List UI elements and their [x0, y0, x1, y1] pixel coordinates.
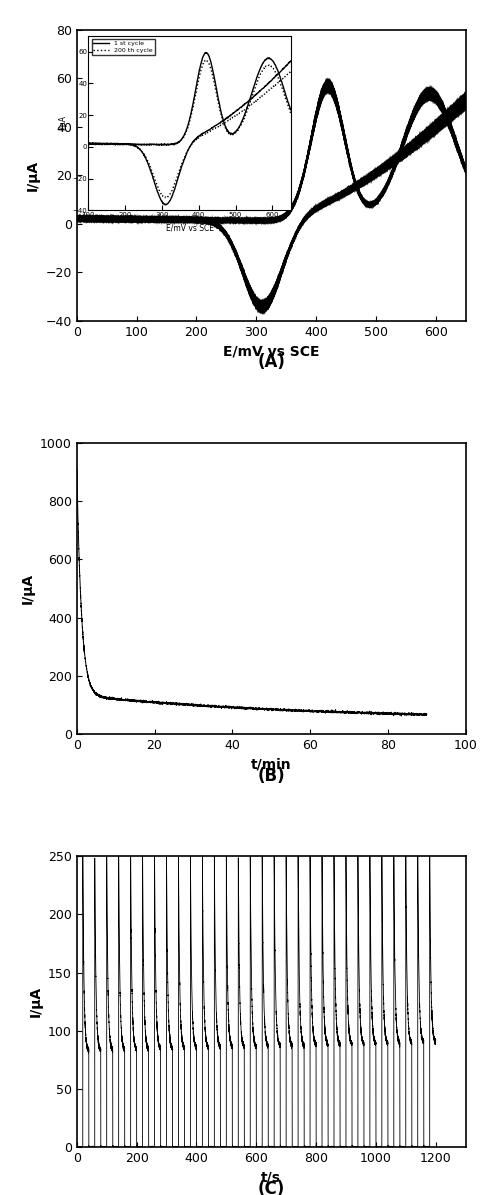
X-axis label: t/s: t/s [261, 1171, 281, 1184]
Y-axis label: I/μA: I/μA [28, 986, 43, 1017]
Y-axis label: I/μA: I/μA [26, 160, 40, 191]
Text: (B): (B) [257, 766, 285, 785]
Text: (C): (C) [258, 1179, 285, 1195]
Y-axis label: I/μA: I/μA [21, 572, 35, 605]
X-axis label: t/min: t/min [251, 758, 291, 772]
X-axis label: E/mV vs SCE: E/mV vs SCE [223, 344, 320, 358]
Text: (A): (A) [257, 354, 285, 372]
